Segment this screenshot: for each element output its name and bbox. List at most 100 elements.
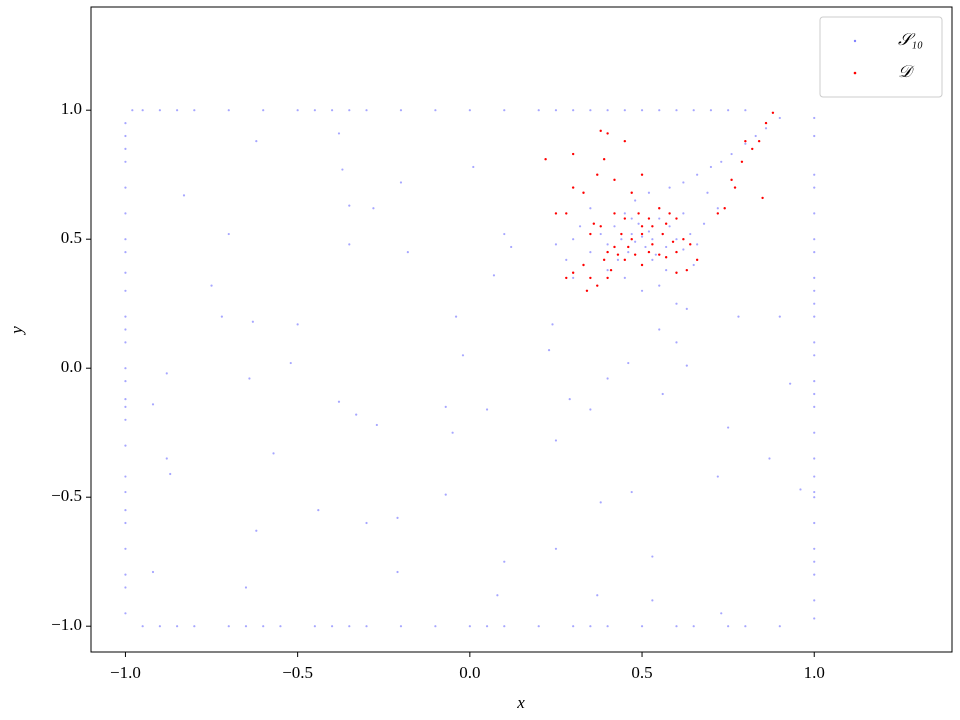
data-point <box>658 253 661 256</box>
sample-point <box>348 625 351 628</box>
data-point <box>585 289 589 292</box>
sample-point <box>668 186 671 189</box>
sample-point <box>696 173 699 176</box>
sample-point <box>651 599 654 602</box>
sample-point <box>651 238 654 241</box>
data-point <box>589 276 592 280</box>
sample-point <box>589 207 592 210</box>
data-point <box>668 212 671 215</box>
sample-point <box>565 258 568 261</box>
sample-point <box>365 521 368 525</box>
sample-point <box>813 212 816 215</box>
sample-point <box>365 109 368 112</box>
sample-point <box>778 625 781 628</box>
data-point <box>751 147 754 151</box>
sample-point <box>124 147 127 150</box>
sample-point <box>468 109 471 112</box>
data-point <box>571 152 575 156</box>
sample-point <box>813 315 816 318</box>
data-point <box>744 139 747 143</box>
data-point <box>764 121 768 125</box>
sample-point <box>248 377 251 380</box>
data-point <box>689 243 692 246</box>
sample-point <box>210 284 213 287</box>
y-tick-label: 0.5 <box>61 228 82 247</box>
sample-point <box>124 212 127 215</box>
sample-point <box>124 186 127 189</box>
sample-point <box>468 625 471 628</box>
sample-point <box>813 599 816 602</box>
sample-point <box>537 625 540 628</box>
sample-point <box>813 457 816 460</box>
sample-point <box>503 560 506 563</box>
sample-point <box>589 625 592 628</box>
data-point <box>571 271 575 274</box>
data-point <box>565 276 568 280</box>
sample-point <box>572 625 575 628</box>
data-point <box>695 258 699 262</box>
sample-point <box>627 361 630 365</box>
data-point <box>623 139 627 143</box>
sample-point <box>554 547 558 550</box>
sample-point <box>813 276 816 279</box>
sample-point <box>434 109 437 112</box>
sample-point <box>606 269 609 272</box>
sample-point <box>124 271 127 274</box>
data-point <box>761 196 764 200</box>
sample-point <box>578 225 582 228</box>
legend-box <box>819 16 943 98</box>
data-point <box>733 186 737 189</box>
sample-point <box>444 493 447 496</box>
sample-point <box>589 251 592 254</box>
sample-point <box>503 232 506 236</box>
data-point <box>606 250 609 254</box>
data-point <box>685 268 689 272</box>
data-point <box>640 173 644 176</box>
sample-point <box>262 109 265 112</box>
sample-point <box>348 204 351 207</box>
sample-point <box>124 547 127 550</box>
sample-point <box>668 225 671 228</box>
sample-point <box>503 109 506 112</box>
sample-point <box>375 423 378 427</box>
sample-point <box>692 625 695 628</box>
sample-point <box>727 109 730 112</box>
data-point <box>602 158 606 161</box>
sample-point <box>692 263 695 267</box>
sample-point <box>396 516 399 519</box>
y-tick-label: −1.0 <box>51 615 82 634</box>
sample-point <box>158 109 161 112</box>
sample-point <box>279 625 282 628</box>
sample-point <box>124 134 127 138</box>
sample-point <box>296 323 299 326</box>
sample-point <box>492 274 496 277</box>
sample-point <box>651 555 654 558</box>
sample-point <box>151 403 155 406</box>
sample-point <box>623 109 626 112</box>
sample-point <box>634 199 637 202</box>
sample-point <box>654 253 657 256</box>
sample-point <box>572 109 575 112</box>
sample-point <box>706 191 709 194</box>
sample-point <box>599 501 602 504</box>
sample-point <box>644 245 647 249</box>
sample-point <box>124 490 127 494</box>
y-axis-label: y <box>7 326 26 336</box>
data-point <box>613 212 616 215</box>
sample-point <box>330 109 334 112</box>
sample-point <box>613 225 616 228</box>
sample-point <box>616 258 620 261</box>
sample-point <box>313 625 316 628</box>
sample-point <box>813 238 816 241</box>
data-point <box>630 238 633 241</box>
sample-point <box>813 547 816 550</box>
sample-point <box>131 109 134 112</box>
sample-point <box>799 488 802 491</box>
data-point <box>771 111 775 114</box>
sample-point <box>658 217 661 220</box>
sample-point <box>124 367 127 370</box>
sample-point <box>317 509 320 512</box>
sample-point <box>399 181 403 184</box>
sample-point <box>813 573 816 576</box>
